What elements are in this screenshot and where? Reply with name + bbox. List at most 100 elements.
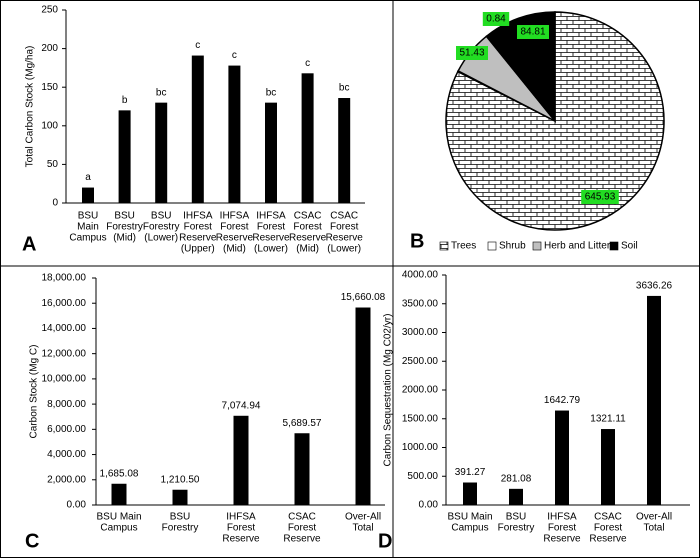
annotation: b <box>122 95 128 106</box>
x-tick-label: CSAC <box>288 512 316 523</box>
data-label: 391.27 <box>455 467 486 478</box>
legend-label: Herb and Litters <box>544 241 615 252</box>
x-tick-label: CSAC <box>294 211 322 222</box>
annotation: c <box>195 40 200 51</box>
x-tick-label: Reserve <box>179 233 217 244</box>
annotation: c <box>232 50 237 61</box>
x-tick-label: Forestry <box>143 222 180 233</box>
x-tick-label: IHFSA <box>547 512 577 523</box>
bar <box>463 482 477 505</box>
x-tick-label: IHFSA <box>256 211 286 222</box>
bar <box>118 110 131 203</box>
data-label: 1642.79 <box>544 395 581 406</box>
x-tick-label: Main <box>77 222 99 233</box>
data-label: 3636.26 <box>636 281 673 292</box>
x-tick-label: (Upper) <box>181 244 215 255</box>
y-tick-label: 150 <box>41 82 58 93</box>
data-label: 84.81 <box>520 27 545 38</box>
bar <box>355 307 371 505</box>
bar <box>647 295 661 505</box>
x-tick-label: Over-All <box>636 512 672 523</box>
annotation: bc <box>339 83 350 94</box>
data-label: 1,210.50 <box>161 474 200 485</box>
y-tick-label: 0.00 <box>419 500 439 511</box>
bar <box>228 65 241 203</box>
x-tick-label: BSU <box>114 211 135 222</box>
data-label: 15,660.08 <box>341 292 386 303</box>
y-tick-label: 18,000.00 <box>42 273 87 284</box>
bar <box>111 483 127 505</box>
y-axis-title: Carbon Stock (Mg C) <box>29 345 40 439</box>
y-tick-label: 10,000.00 <box>42 374 87 385</box>
x-tick-label: Forest <box>257 222 286 233</box>
y-tick-label: 1500.00 <box>402 413 439 424</box>
y-axis-title: Carbon Sequestration (Mg C02/yr) <box>383 314 394 467</box>
y-tick-label: 200 <box>41 43 58 54</box>
x-tick-label: Forest <box>330 222 359 233</box>
x-tick-label: IHFSA <box>226 512 256 523</box>
data-label: 5,689.57 <box>283 418 322 429</box>
data-label: 1321.11 <box>590 414 626 425</box>
x-tick-label: Total <box>352 523 373 534</box>
x-tick-label: (Mid) <box>296 244 319 255</box>
x-tick-label: (Mid) <box>113 233 136 244</box>
x-tick-label: Campus <box>451 523 488 534</box>
bar <box>555 410 569 505</box>
x-tick-label: CSAC <box>330 211 358 222</box>
annotation: bc <box>266 87 277 98</box>
bar <box>155 102 168 203</box>
x-tick-label: Reserve <box>326 233 364 244</box>
x-tick-label: Reserve <box>222 534 260 545</box>
annotation: bc <box>156 87 167 98</box>
x-tick-label: (Lower) <box>144 233 178 244</box>
legend-swatch <box>609 241 619 251</box>
x-tick-label: Forest <box>293 222 322 233</box>
y-tick-label: 250 <box>41 5 58 16</box>
y-tick-label: 6,000.00 <box>47 424 86 435</box>
panel-label: A <box>22 233 36 255</box>
x-tick-label: Reserve <box>589 534 627 545</box>
x-tick-label: CSAC <box>594 512 622 523</box>
x-tick-label: Forest <box>548 523 577 534</box>
x-tick-label: IHFSA <box>220 211 250 222</box>
data-label: 1,685.08 <box>100 468 139 479</box>
data-label: 645.93 <box>585 192 616 203</box>
x-tick-label: BSU <box>78 211 99 222</box>
bar <box>338 98 351 203</box>
pie-slice <box>445 11 665 231</box>
annotation: a <box>85 172 91 183</box>
y-tick-label: 50 <box>47 159 59 170</box>
x-tick-label: Campus <box>69 233 106 244</box>
x-tick-label: Reserve <box>216 233 254 244</box>
panel-label: C <box>25 530 39 552</box>
bar <box>265 102 277 203</box>
legend-swatch <box>532 241 542 251</box>
annotation: c <box>305 58 310 69</box>
bar <box>301 73 314 203</box>
legend-label: Soil <box>621 241 638 252</box>
data-label-box <box>517 25 549 39</box>
data-label: 7,074.94 <box>222 400 261 411</box>
x-tick-label: (Mid) <box>223 244 246 255</box>
y-tick-label: 2500.00 <box>402 356 439 367</box>
bar <box>191 55 204 203</box>
pie-slice <box>485 11 556 124</box>
x-tick-label: Forest <box>220 222 249 233</box>
data-label-box <box>456 46 488 60</box>
x-tick-label: BSU <box>151 211 172 222</box>
x-tick-label: Forestry <box>162 523 199 534</box>
data-label: 281.08 <box>501 473 532 484</box>
x-tick-label: Over-All <box>345 512 381 523</box>
x-tick-label: Reserve <box>252 233 290 244</box>
x-tick-label: BSU Main <box>447 512 492 523</box>
y-tick-label: 0.00 <box>67 500 87 511</box>
x-tick-label: Forestry <box>498 523 535 534</box>
y-tick-label: 2,000.00 <box>47 474 86 485</box>
legend-swatch <box>487 241 497 251</box>
x-tick-label: Reserve <box>543 534 581 545</box>
x-tick-label: BSU <box>170 512 191 523</box>
y-tick-label: 12,000.00 <box>42 348 87 359</box>
bar <box>172 489 188 505</box>
data-label-box <box>482 12 510 26</box>
x-tick-label: Forest <box>184 222 213 233</box>
